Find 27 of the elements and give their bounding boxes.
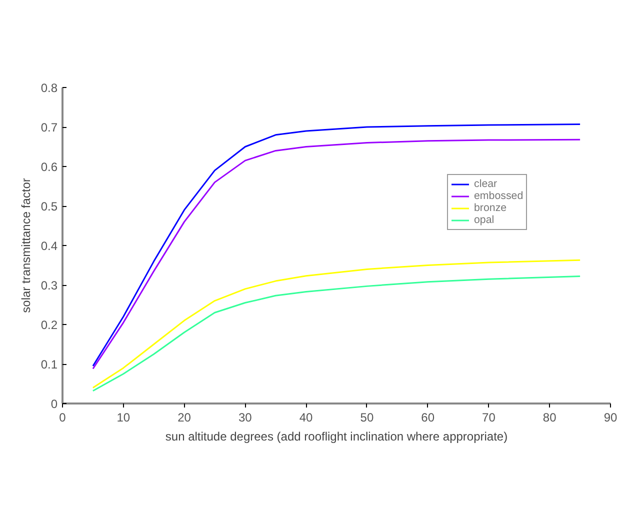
y-tick-label: 0.3 bbox=[40, 278, 58, 292]
x-tick-label: 80 bbox=[542, 410, 557, 424]
y-tick-label: 0.2 bbox=[40, 318, 58, 332]
y-tick-label: 0.4 bbox=[40, 239, 58, 253]
x-tick-label: 40 bbox=[299, 410, 314, 424]
y-tick-label: 0.7 bbox=[40, 120, 58, 134]
x-tick-label: 50 bbox=[360, 410, 374, 424]
y-tick-label: 0.5 bbox=[40, 200, 58, 214]
y-tick-label: 0.1 bbox=[40, 358, 58, 372]
y-tick-label: 0 bbox=[50, 397, 58, 411]
y-axis-title: solar transmittance factor bbox=[18, 178, 33, 313]
x-tick-label: 0 bbox=[59, 410, 66, 424]
legend-label: opal bbox=[474, 214, 494, 226]
y-tick-label: 0.6 bbox=[40, 160, 58, 174]
legend-label: embossed bbox=[474, 190, 524, 202]
y-tick-label: 0.8 bbox=[40, 81, 58, 95]
legend-label: bronze bbox=[474, 202, 507, 214]
legend-label: clear bbox=[474, 178, 498, 190]
x-tick-label: 30 bbox=[238, 410, 252, 424]
x-tick-label: 10 bbox=[116, 410, 130, 424]
x-tick-label: 90 bbox=[604, 410, 618, 424]
line-series bbox=[92, 276, 581, 392]
x-tick-label: 20 bbox=[178, 410, 192, 424]
line-series bbox=[92, 259, 581, 388]
x-axis-title: sun altitude degrees (add rooflight inclination where appropriate) bbox=[165, 430, 508, 444]
x-tick-label: 60 bbox=[421, 410, 435, 424]
x-tick-label: 70 bbox=[482, 410, 496, 424]
